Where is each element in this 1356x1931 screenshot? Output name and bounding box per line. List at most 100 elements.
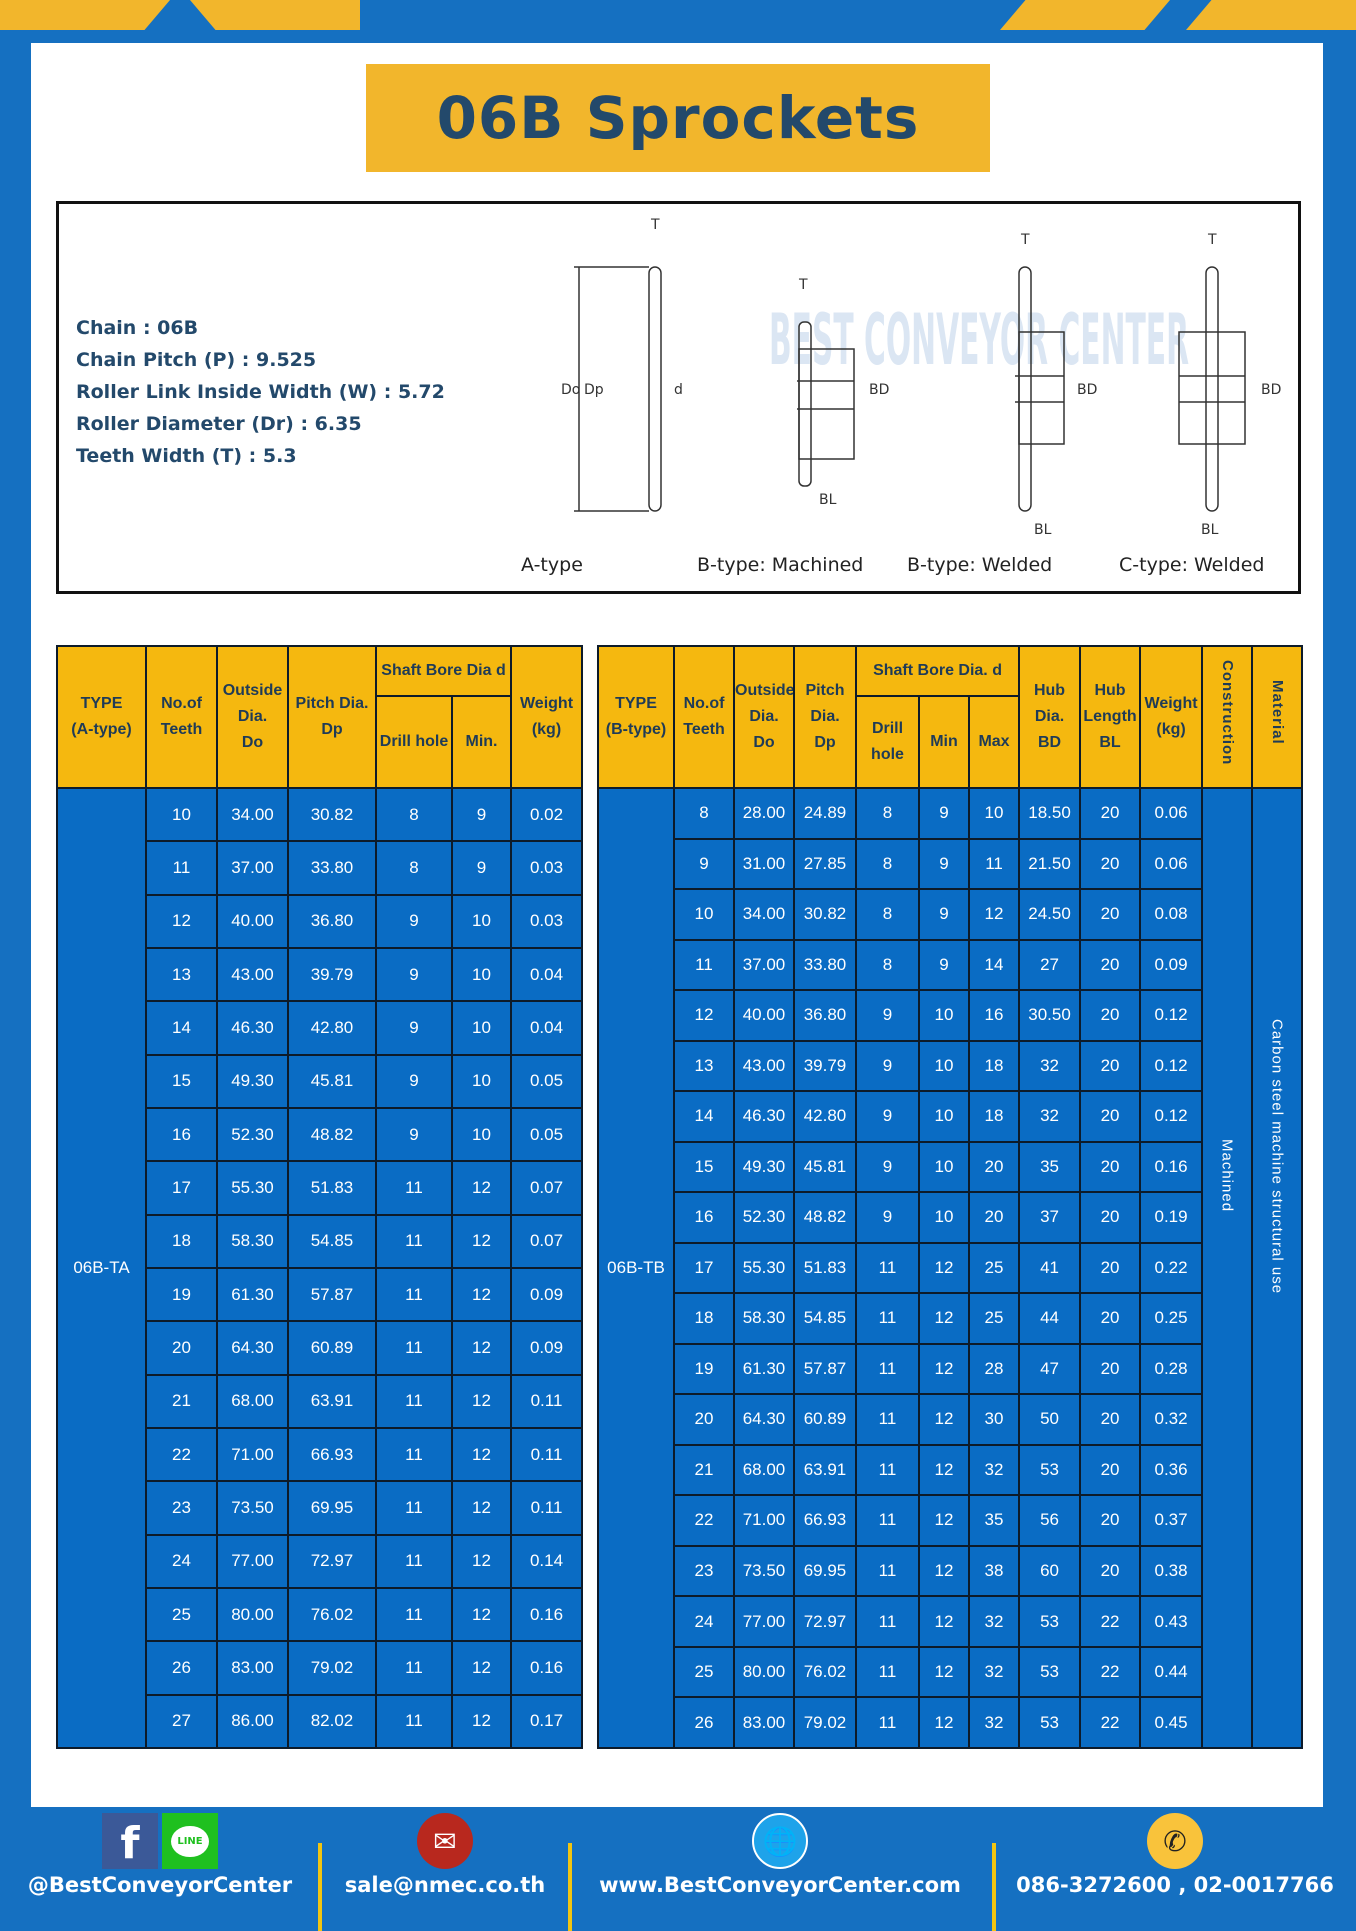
table-row: 17 55.30 51.83 11 12 0.07 (57, 1160, 583, 1216)
facebook-icon[interactable]: f (102, 1813, 158, 1869)
table-cell: 52.30 (733, 1191, 795, 1244)
spec-list: Chain : 06B Chain Pitch (P) : 9.525 Roller… (76, 312, 445, 472)
table-cell: 20 (1079, 1342, 1142, 1396)
social-contact[interactable]: f LINE @BestConveyorCenter (20, 1813, 300, 1897)
table-cell: 11 (145, 840, 218, 896)
table-cell: 9 (451, 786, 512, 843)
table-cell: 55.30 (216, 1160, 289, 1216)
table-cell: 20 (1079, 1292, 1142, 1345)
table-cell: 72.97 (793, 1595, 857, 1648)
table-cell: 8 (375, 840, 453, 896)
website-link[interactable]: www.BestConveyorCenter.com (599, 1873, 961, 1897)
email-link[interactable]: sale@nmec.co.th (344, 1873, 546, 1897)
table-cell: 26 (145, 1640, 218, 1696)
sprocket-diagram: BEST CONVEYOR CENTER T T T T Do Dp (561, 217, 1281, 538)
table-cell: 11 (855, 1696, 920, 1749)
table-cell: 12 (145, 893, 218, 949)
table-cell: 20 (1079, 1241, 1142, 1295)
table-cell: 10 (918, 1039, 970, 1093)
header-drill-hole: Drill hole (375, 695, 453, 789)
table-cell: 20 (1079, 989, 1142, 1042)
table-cell: 80.00 (216, 1586, 289, 1643)
table-row: 16 52.30 48.82 9 10 0.05 (57, 1106, 583, 1163)
table-cell: 18.50 (1018, 787, 1082, 840)
table-cell: 11 (375, 1320, 453, 1376)
table-cell: 50 (1018, 1393, 1082, 1446)
table-cell: 9 (855, 1140, 920, 1194)
table-cell: 47 (1018, 1342, 1082, 1396)
table-row: 14 46.30 42.80 9 10 18 32 20 0.12 (598, 1090, 1302, 1143)
spec-box: Chain : 06B Chain Pitch (P) : 9.525 Roller… (56, 201, 1301, 594)
table-cell: 11 (375, 1480, 453, 1536)
table-cell: 55.30 (733, 1241, 795, 1295)
email-contact[interactable]: ✉ sale@nmec.co.th (330, 1813, 560, 1897)
table-cell: 79.02 (793, 1696, 857, 1749)
spec-item: Teeth Width (T) : 5.3 (76, 445, 297, 467)
table-cell: 18 (967, 1090, 1021, 1143)
phone-icon[interactable]: ✆ (1147, 1813, 1203, 1869)
table-cell: 33.80 (793, 938, 857, 992)
table-cell: 40.00 (733, 989, 795, 1042)
table-cell: 20 (1079, 1191, 1142, 1244)
social-handle[interactable]: @BestConveyorCenter (27, 1873, 293, 1897)
svg-text:BL: BL (1201, 522, 1219, 538)
table-cell: 14 (967, 938, 1021, 992)
type-cell: 06B-TB (597, 787, 675, 1749)
table-cell: 73.50 (733, 1544, 795, 1598)
phone-number[interactable]: 086-3272600 , 02-0017766 (1016, 1873, 1334, 1897)
table-cell: 10 (673, 888, 735, 941)
table-row: 12 40.00 36.80 9 10 0.03 (57, 893, 583, 949)
table-cell: 18 (967, 1039, 1021, 1093)
table-row: 10 34.00 30.82 8 9 12 24.50 20 0.08 (598, 888, 1302, 941)
table-cell: 45.81 (287, 1053, 377, 1109)
table-cell: 26 (673, 1696, 735, 1749)
table-cell: 21 (145, 1373, 218, 1429)
table-cell: 25 (967, 1292, 1021, 1345)
table-cell: 12 (918, 1342, 970, 1396)
table-cell: 0.04 (510, 1000, 583, 1056)
table-cell: 12 (451, 1426, 512, 1483)
table-cell: 9 (918, 888, 970, 941)
table-cell: 11 (855, 1393, 920, 1446)
table-cell: 71.00 (733, 1494, 795, 1547)
table-cell: 9 (918, 938, 970, 992)
table-cell: 17 (673, 1241, 735, 1295)
top-stripe-left-2 (190, 0, 360, 30)
table-cell: 20 (1079, 1494, 1142, 1547)
globe-icon[interactable]: 🌐 (752, 1813, 808, 1869)
table-cell: 20 (145, 1320, 218, 1376)
table-cell: 53 (1018, 1645, 1082, 1699)
table-cell: 22 (1079, 1645, 1142, 1699)
table-cell: 69.95 (793, 1544, 857, 1598)
table-cell: 66.93 (793, 1494, 857, 1547)
website-contact[interactable]: 🌐 www.BestConveyorCenter.com (580, 1813, 980, 1897)
table-cell: 23 (673, 1544, 735, 1598)
header-pitch-dia: Pitch Dia. Dp (287, 645, 377, 789)
table-cell: 25 (967, 1241, 1021, 1295)
a-type-plate (648, 266, 662, 512)
header-pitch-dia: Pitch Dia. Dp (793, 645, 857, 789)
svg-text:T: T (1020, 232, 1030, 248)
table-cell: 22 (673, 1494, 735, 1547)
line-icon[interactable]: LINE (162, 1813, 218, 1869)
table-cell: 12 (673, 989, 735, 1042)
table-cell: 9 (855, 1191, 920, 1244)
table-cell: 42.80 (793, 1090, 857, 1143)
phone-contact[interactable]: ✆ 086-3272600 , 02-0017766 (1000, 1813, 1350, 1897)
header-weight: Weight (kg) (510, 645, 583, 789)
spec-item: Chain : 06B (76, 317, 199, 339)
table-cell: 53 (1018, 1443, 1082, 1497)
email-icon[interactable]: ✉ (417, 1813, 473, 1869)
table-row: 15 49.30 45.81 9 10 0.05 (57, 1053, 583, 1109)
table-cell: 12 (451, 1213, 512, 1269)
table-cell: 0.28 (1139, 1342, 1204, 1396)
table-cell: 12 (918, 1645, 970, 1699)
table-cell: 12 (918, 1393, 970, 1446)
table-cell: 0.07 (510, 1213, 583, 1269)
caption-b-welded: B-type: Welded (907, 554, 1053, 576)
table-cell: 22 (1079, 1595, 1142, 1648)
header-teeth: No.of Teeth (673, 645, 735, 789)
table-cell: 11 (967, 837, 1021, 891)
table-cell: 12 (451, 1640, 512, 1696)
table-cell: 10 (451, 1053, 512, 1109)
